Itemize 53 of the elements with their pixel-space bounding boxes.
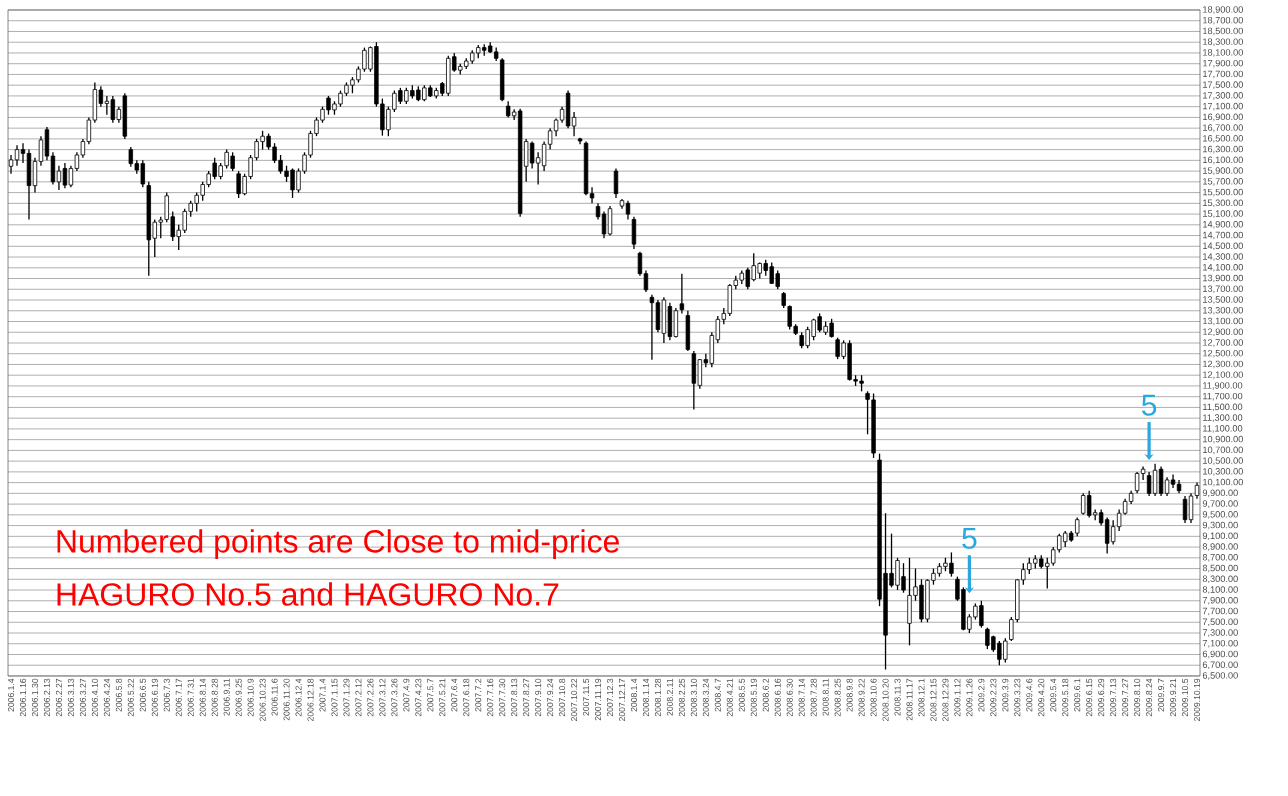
candlestick — [649, 293, 655, 361]
candlestick — [985, 626, 990, 650]
candlestick — [1134, 471, 1140, 495]
candlestick — [14, 144, 20, 167]
candlestick — [691, 350, 697, 411]
candlestick — [26, 148, 32, 221]
candlestick — [805, 326, 810, 349]
candlestick — [1086, 490, 1092, 519]
candlestick — [128, 146, 134, 168]
candlestick — [1104, 516, 1110, 555]
candlestick — [326, 95, 331, 116]
candlestick — [535, 151, 541, 186]
candlestick — [661, 296, 667, 344]
candlestick — [1075, 516, 1080, 537]
candlestick — [62, 162, 68, 189]
candlestick — [1182, 495, 1188, 524]
candlestick — [1152, 463, 1158, 497]
annotation: Numbered points are Close to mid-price — [57, 529, 619, 560]
candlestick — [769, 261, 774, 285]
candlestick — [212, 157, 217, 180]
candlestick — [685, 310, 691, 352]
candlestick — [122, 92, 128, 140]
annotation: 5 — [962, 527, 977, 549]
candlestick — [601, 210, 607, 239]
candlestick — [290, 167, 295, 199]
candlestick — [775, 269, 780, 290]
candlestick — [979, 600, 984, 629]
candlestick — [727, 283, 732, 317]
candlestick — [110, 95, 116, 124]
candlestick — [631, 216, 637, 250]
candlestick — [949, 551, 954, 578]
candlestick — [835, 336, 840, 360]
candlestick — [751, 252, 756, 282]
candlestick — [667, 302, 673, 341]
candlestick — [565, 89, 571, 129]
candlestick — [997, 640, 1002, 666]
candlestick — [829, 318, 834, 339]
candlestick — [1081, 492, 1086, 516]
candlestick — [847, 339, 852, 382]
candlestick — [607, 205, 613, 237]
candlestick — [446, 54, 451, 97]
candlestick — [625, 200, 631, 221]
candlestick — [104, 95, 110, 116]
candlestick — [236, 170, 241, 199]
candlestick — [817, 312, 822, 333]
annotation: 5 — [1141, 394, 1157, 416]
candlestick — [1164, 476, 1170, 497]
candlestick — [1146, 471, 1152, 497]
candlestick — [1158, 465, 1164, 497]
candlestick — [230, 151, 235, 172]
candlestick — [613, 167, 619, 199]
candlestick — [907, 557, 912, 647]
annotation: HAGURO No.5 and HAGURO No.7 — [57, 582, 559, 606]
